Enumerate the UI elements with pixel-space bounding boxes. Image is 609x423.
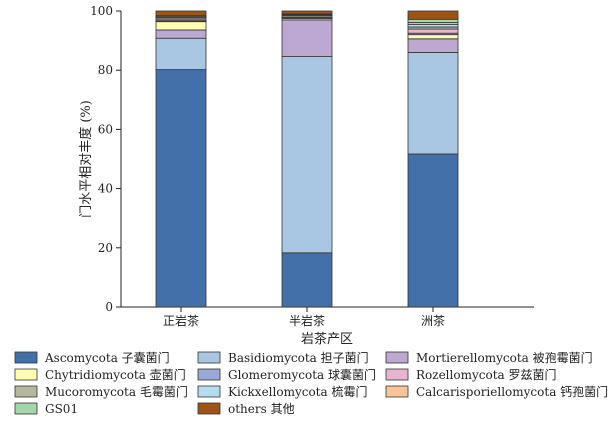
y-tick-label: 60 [98,122,113,136]
bar-stack [281,10,333,308]
bar-segment [407,34,459,40]
bar-stack [407,10,459,308]
legend-swatch [385,351,409,364]
legend-label: GS01 [45,402,78,416]
y-tick-label: 0 [105,300,113,314]
bar-stack [155,10,207,308]
bar-segment [281,10,333,15]
legend-item: Kickxellomycota 梳霉门 [197,384,367,399]
bar-segment [155,29,207,39]
legend-label: Mucoromycota 毛霉菌门 [45,384,188,399]
legend-label: Glomeromycota 球囊菌门 [228,367,376,382]
legend-label: Kickxellomycota 梳霉门 [228,384,367,399]
legend-swatch [385,368,409,381]
legend-label: Calcarisporiellomycota 钙孢菌门 [416,384,608,399]
legend-item: Mortierellomycota 被孢霉菌门 [385,350,593,365]
legend-label: Rozellomycota 罗兹菌门 [416,367,556,382]
bar-segment [155,37,207,71]
bars [155,10,459,308]
bar-segment [155,21,207,31]
bar-segment [155,10,207,17]
legend-label: Basidiomycota 担子菌门 [228,350,369,365]
legend-label: Ascomycota 子囊菌门 [44,350,170,365]
y-tick-label: 100 [90,4,113,18]
y-tick-label: 20 [98,241,113,255]
bar-segment [281,252,333,308]
bar-segment [281,56,333,254]
axes: 0 20 40 60 80 100 正岩茶 半岩茶 洲茶 岩茶产区 门水平相对丰度 (%) [78,4,534,347]
x-tick-label: 洲茶 [421,313,445,328]
legend-item: Ascomycota 子囊菌门 [14,350,170,365]
legend-item: Basidiomycota 担子菌门 [197,350,369,365]
y-axis-label: 门水平相对丰度 (%) [78,100,94,218]
x-tick-label: 半岩茶 [289,313,325,328]
legend-label: Mortierellomycota 被孢霉菌门 [416,350,593,365]
bar-segment [407,18,459,23]
legend-swatch [14,368,38,381]
legend-item: Glomeromycota 球囊菌门 [197,367,376,382]
bar-segment [407,52,459,155]
legend-item: others 其他 [197,402,295,416]
legend-label: others 其他 [228,402,295,416]
legend-swatch [197,368,221,381]
bar-segment [407,10,459,20]
legend-swatch [197,385,221,398]
legend-item: GS01 [14,402,78,416]
y-tick-label: 80 [98,63,113,77]
bar-segment [407,153,459,308]
legend-label: Chytridiomycota 壶菌门 [45,367,186,382]
x-axis-label: 岩茶产区 [301,331,353,347]
bar-segment [155,69,207,308]
legend-item: Calcarisporiellomycota 钙孢菌门 [385,384,608,399]
legend-item: Mucoromycota 毛霉菌门 [14,384,188,399]
legend-swatch [197,402,221,415]
legend-item: Rozellomycota 罗兹菌门 [385,367,556,382]
y-tick-label: 40 [98,182,113,196]
y-ticks: 0 20 40 60 80 100 [90,4,121,314]
legend: Ascomycota 子囊菌门 Basidiomycota 担子菌门 Mortier… [14,350,608,416]
legend-item: Chytridiomycota 壶菌门 [14,367,186,382]
legend-swatch [14,351,38,364]
bar-segment [407,28,459,34]
legend-swatch [197,351,221,364]
x-tick-label: 正岩茶 [163,313,199,328]
legend-swatch [14,385,38,398]
legend-swatch [385,385,409,398]
bar-segment [407,38,459,53]
bar-segment [281,19,333,57]
legend-swatch [14,402,38,415]
x-ticks: 正岩茶 半岩茶 洲茶 [163,307,445,328]
